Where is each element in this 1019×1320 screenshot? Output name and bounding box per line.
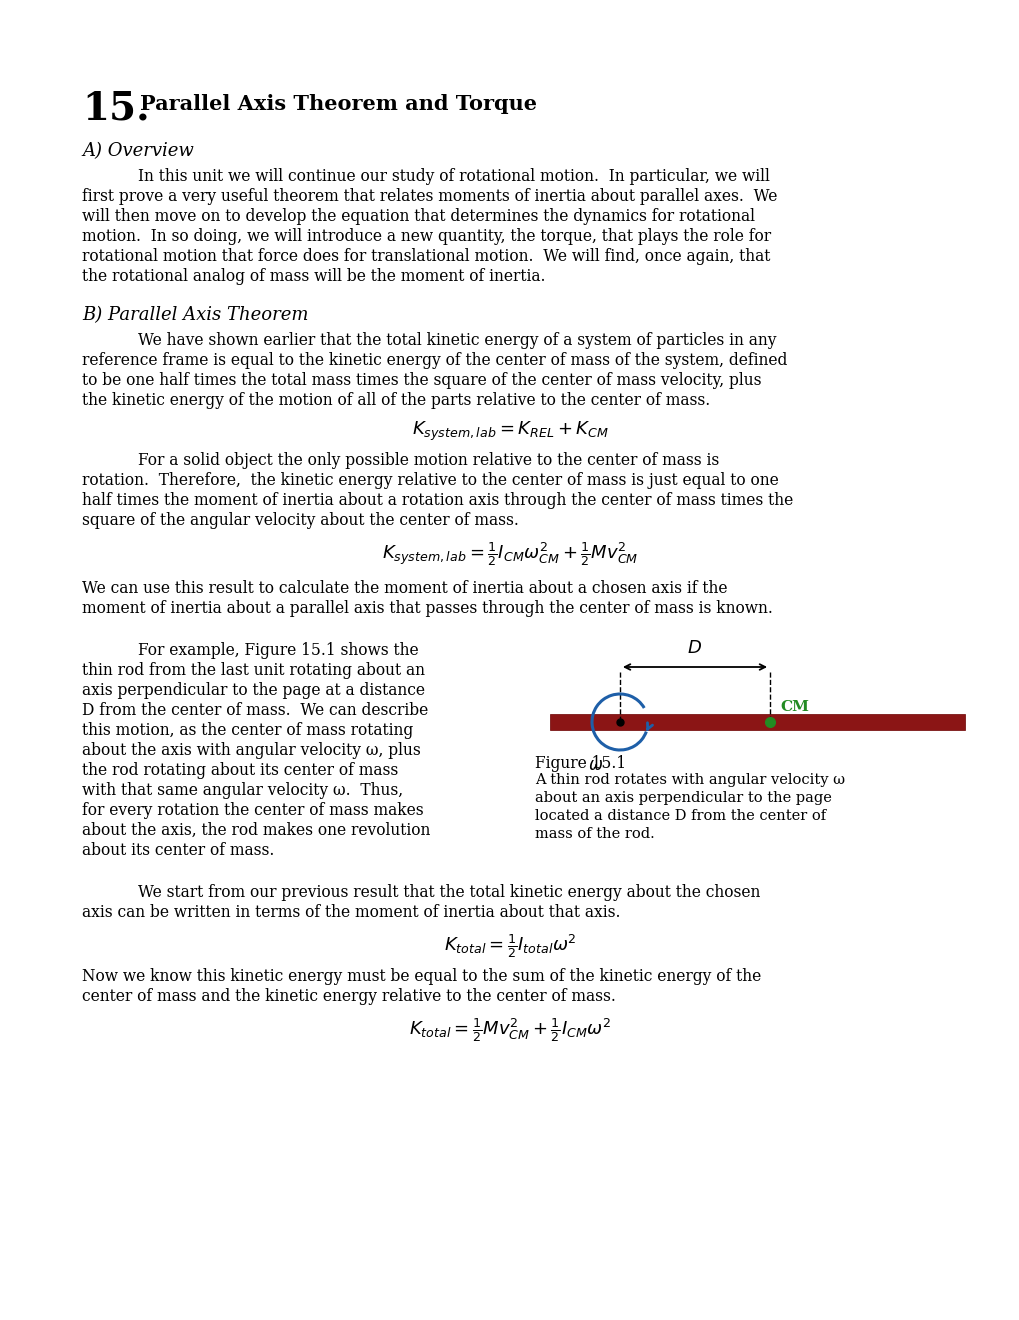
Text: mass of the rod.: mass of the rod. [535, 828, 654, 841]
Text: Figure 15.1: Figure 15.1 [535, 755, 626, 772]
Text: this motion, as the center of mass rotating: this motion, as the center of mass rotat… [82, 722, 413, 739]
Text: to be one half times the total mass times the square of the center of mass veloc: to be one half times the total mass time… [82, 372, 761, 389]
Text: axis can be written in terms of the moment of inertia about that axis.: axis can be written in terms of the mome… [82, 904, 620, 921]
Bar [549, 714, 964, 730]
Text: Now we know this kinetic energy must be equal to the sum of the kinetic energy o: Now we know this kinetic energy must be … [82, 968, 760, 985]
Text: thin rod from the last unit rotating about an: thin rod from the last unit rotating abo… [82, 663, 425, 678]
Text: We start from our previous result that the total kinetic energy about the chosen: We start from our previous result that t… [138, 884, 759, 902]
Text: $K_{system,lab} = K_{REL} + K_{CM}$: $K_{system,lab} = K_{REL} + K_{CM}$ [411, 420, 608, 444]
Text: In this unit we will continue our study of rotational motion.  In particular, we: In this unit we will continue our study … [138, 168, 769, 185]
Text: for every rotation the center of mass makes: for every rotation the center of mass ma… [82, 803, 423, 818]
Text: about its center of mass.: about its center of mass. [82, 842, 274, 859]
Text: will then move on to develop the equation that determines the dynamics for rotat: will then move on to develop the equatio… [82, 209, 754, 224]
Text: moment of inertia about a parallel axis that passes through the center of mass i: moment of inertia about a parallel axis … [82, 601, 772, 616]
Text: the rotational analog of mass will be the moment of inertia.: the rotational analog of mass will be th… [82, 268, 545, 285]
Text: B) Parallel Axis Theorem: B) Parallel Axis Theorem [82, 306, 308, 323]
Text: rotation.  Therefore,  the kinetic energy relative to the center of mass is just: rotation. Therefore, the kinetic energy … [82, 473, 777, 488]
Text: the rod rotating about its center of mass: the rod rotating about its center of mas… [82, 762, 397, 779]
Text: $K_{system,lab} = \frac{1}{2} I_{CM} \omega_{CM}^{2} + \frac{1}{2} Mv_{CM}^{2}$: $K_{system,lab} = \frac{1}{2} I_{CM} \om… [381, 540, 638, 568]
Text: Parallel Axis Theorem and Torque: Parallel Axis Theorem and Torque [140, 94, 536, 114]
Text: about an axis perpendicular to the page: about an axis perpendicular to the page [535, 791, 832, 805]
Text: the kinetic energy of the motion of all of the parts relative to the center of m: the kinetic energy of the motion of all … [82, 392, 709, 409]
Text: CM: CM [780, 700, 808, 714]
Text: axis perpendicular to the page at a distance: axis perpendicular to the page at a dist… [82, 682, 425, 700]
Text: $K_{total} = \frac{1}{2} Mv_{CM}^{2} + \frac{1}{2} I_{CM} \omega^{2}$: $K_{total} = \frac{1}{2} Mv_{CM}^{2} + \… [409, 1016, 610, 1044]
Text: $D$: $D$ [687, 639, 702, 657]
Text: $K_{total} = \frac{1}{2} I_{total} \omega^{2}$: $K_{total} = \frac{1}{2} I_{total} \omeg… [443, 932, 576, 960]
Text: D from the center of mass.  We can describe: D from the center of mass. We can descri… [82, 702, 428, 719]
Text: 15.: 15. [82, 90, 150, 128]
Text: square of the angular velocity about the center of mass.: square of the angular velocity about the… [82, 512, 519, 529]
Text: with that same angular velocity ω.  Thus,: with that same angular velocity ω. Thus, [82, 781, 403, 799]
Text: A) Overview: A) Overview [82, 143, 194, 160]
Text: located a distance D from the center of: located a distance D from the center of [535, 809, 825, 822]
Text: $\omega$: $\omega$ [587, 756, 602, 774]
Text: A thin rod rotates with angular velocity ω: A thin rod rotates with angular velocity… [535, 774, 845, 787]
Text: We can use this result to calculate the moment of inertia about a chosen axis if: We can use this result to calculate the … [82, 579, 727, 597]
Text: We have shown earlier that the total kinetic energy of a system of particles in : We have shown earlier that the total kin… [138, 333, 775, 348]
Text: reference frame is equal to the kinetic energy of the center of mass of the syst: reference frame is equal to the kinetic … [82, 352, 787, 370]
Text: center of mass and the kinetic energy relative to the center of mass.: center of mass and the kinetic energy re… [82, 987, 615, 1005]
Text: about the axis with angular velocity ω, plus: about the axis with angular velocity ω, … [82, 742, 421, 759]
Text: motion.  In so doing, we will introduce a new quantity, the torque, that plays t: motion. In so doing, we will introduce a… [82, 228, 770, 246]
Text: For example, Figure 15.1 shows the: For example, Figure 15.1 shows the [138, 642, 418, 659]
Text: rotational motion that force does for translational motion.  We will find, once : rotational motion that force does for tr… [82, 248, 769, 265]
Text: first prove a very useful theorem that relates moments of inertia about parallel: first prove a very useful theorem that r… [82, 187, 776, 205]
Text: For a solid object the only possible motion relative to the center of mass is: For a solid object the only possible mot… [138, 451, 718, 469]
Text: half times the moment of inertia about a rotation axis through the center of mas: half times the moment of inertia about a… [82, 492, 793, 510]
Text: about the axis, the rod makes one revolution: about the axis, the rod makes one revolu… [82, 822, 430, 840]
